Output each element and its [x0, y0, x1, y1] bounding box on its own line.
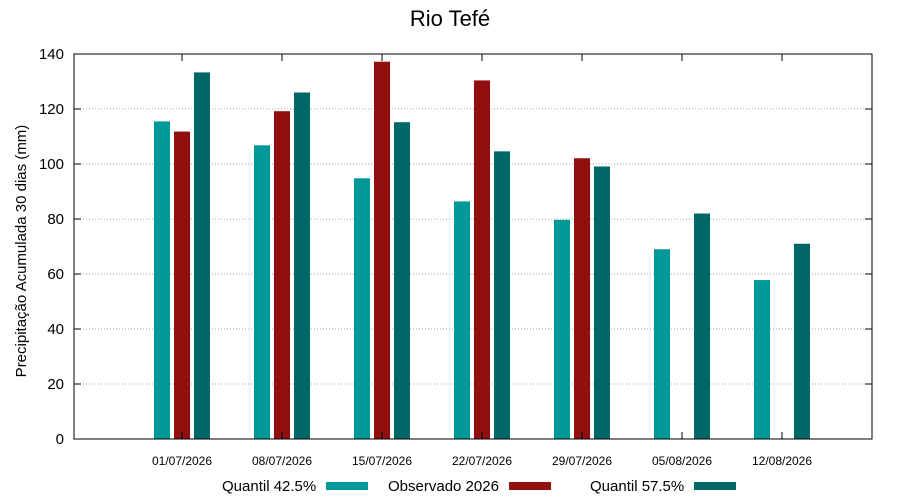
x-axis: 01/07/2026 08/07/2026 15/07/2026 22/07/2026…: [152, 54, 812, 468]
y-tick-label: 0: [56, 431, 64, 448]
y-axis: 0 20 40 60 80 100 120 140: [39, 46, 872, 448]
legend-item-quantil-57: Quantil 57.5%: [590, 476, 737, 496]
bar-quantil-57-5--1: [294, 92, 310, 439]
bar-observado-2026-0: [174, 131, 190, 440]
bar-quantil-42-5--3: [454, 201, 470, 439]
bars: [154, 61, 810, 440]
bar-quantil-57-5--5: [694, 213, 710, 439]
legend-item-observado: Observado 2026: [388, 476, 551, 496]
x-tick-label: 05/08/2026: [652, 454, 712, 468]
y-tick-label: 20: [47, 376, 64, 393]
legend-swatch: [694, 482, 737, 490]
grid-lines: [74, 108, 872, 385]
y-tick-label: 40: [47, 321, 64, 338]
y-tick-label: 120: [39, 101, 64, 118]
y-tick-label: 140: [39, 46, 64, 63]
y-axis-title: Precipitação Acumulada 30 dias (mm): [13, 125, 30, 378]
legend: Quantil 42.5% Observado 2026 Quantil 57.…: [0, 476, 900, 496]
bar-quantil-42-5--2: [354, 178, 370, 440]
bar-quantil-42-5--5: [654, 249, 670, 439]
bar-observado-2026-3: [474, 80, 490, 440]
x-tick-label: 15/07/2026: [352, 454, 412, 468]
x-tick-label: 12/08/2026: [752, 454, 812, 468]
chart-title: Rio Tefé: [409, 6, 491, 31]
y-tick-label: 60: [47, 266, 64, 283]
y-tick-label: 100: [39, 156, 64, 173]
x-tick-label: 29/07/2026: [552, 454, 612, 468]
bar-quantil-57-5--6: [794, 243, 810, 439]
bar-quantil-57-5--4: [594, 166, 610, 439]
x-tick-label: 22/07/2026: [452, 454, 512, 468]
x-tick-label: 01/07/2026: [152, 454, 212, 468]
bar-quantil-57-5--3: [494, 151, 510, 439]
bar-observado-2026-2: [374, 61, 390, 439]
bar-quantil-57-5--0: [194, 72, 210, 440]
plot-frame: [73, 53, 873, 440]
legend-label: Observado 2026: [388, 477, 499, 495]
bar-quantil-42-5--0: [154, 121, 170, 439]
y-tick-label: 80: [47, 211, 64, 228]
legend-label: Quantil 57.5%: [590, 477, 685, 495]
bar-observado-2026-1: [274, 111, 290, 439]
legend-swatch: [508, 482, 551, 490]
legend-label: Quantil 42.5%: [222, 477, 317, 495]
bar-chart: 0 20 40 60 80 100 120 140 01/07/2026 08/07/2026 1…: [13, 46, 873, 468]
legend-item-quantil-42: Quantil 42.5%: [222, 476, 369, 496]
bar-quantil-42-5--1: [254, 145, 270, 440]
legend-swatch: [326, 482, 369, 490]
bar-quantil-42-5--4: [554, 219, 570, 439]
x-tick-label: 08/07/2026: [252, 454, 312, 468]
bar-quantil-57-5--2: [394, 122, 410, 439]
bar-observado-2026-4: [574, 158, 590, 439]
bar-quantil-42-5--6: [754, 280, 770, 439]
